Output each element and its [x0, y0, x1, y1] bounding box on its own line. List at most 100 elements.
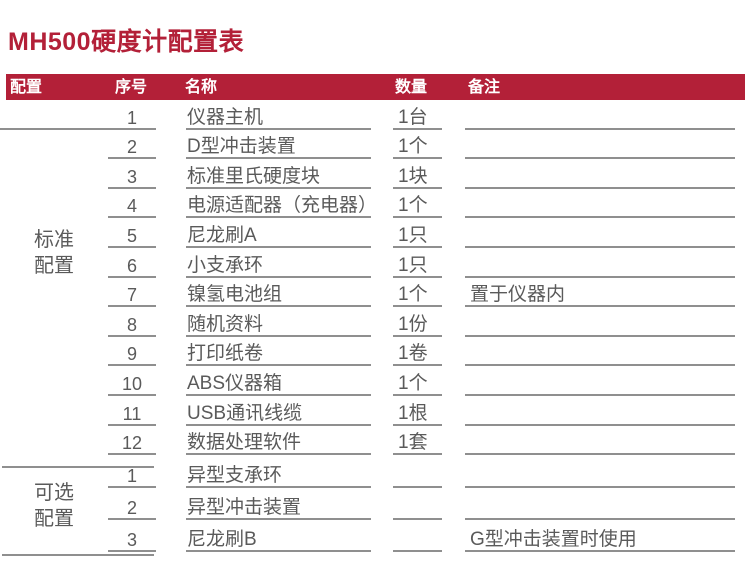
index-cell: 2 — [108, 130, 156, 160]
table-row: 2 异型冲击装置 — [0, 488, 750, 520]
note-cell: G型冲击装置时使用 — [465, 520, 735, 553]
column-gap — [442, 337, 465, 367]
note-cell — [465, 426, 735, 456]
column-gap — [156, 455, 186, 487]
quantity-cell — [393, 520, 442, 553]
quantity-cell — [393, 488, 442, 520]
name-cell: 标准里氏硬度块 — [186, 159, 371, 189]
group-label-standard: 标准 配置 — [34, 229, 74, 277]
column-gap — [156, 366, 186, 396]
name-cell: 异型冲击装置 — [186, 488, 371, 520]
column-gap — [156, 100, 186, 130]
column-gap — [442, 426, 465, 456]
table-row: 11 USB通讯线缆 1根 — [0, 396, 750, 426]
quantity-cell: 1个 — [393, 189, 442, 219]
index-cell: 7 — [108, 278, 156, 308]
config-cell — [0, 130, 108, 160]
config-cell — [0, 159, 108, 189]
group-divider-line — [2, 466, 154, 468]
column-gap — [442, 366, 465, 396]
index-cell: 6 — [108, 248, 156, 278]
column-gap — [156, 488, 186, 520]
table-row: 8 随机资料 1份 — [0, 307, 750, 337]
index-cell: 1 — [108, 100, 156, 130]
index-cell: 12 — [108, 426, 156, 456]
name-cell: 随机资料 — [186, 307, 371, 337]
table-bottom-line — [2, 554, 154, 556]
column-gap — [442, 159, 465, 189]
column-gap — [156, 307, 186, 337]
column-gap — [371, 189, 393, 219]
quantity-cell: 1根 — [393, 396, 442, 426]
page-title: MH500硬度计配置表 — [8, 28, 245, 56]
column-gap — [156, 278, 186, 308]
note-cell — [465, 189, 735, 219]
name-cell: 仪器主机 — [186, 100, 371, 130]
note-cell — [465, 218, 735, 248]
config-cell — [0, 278, 108, 308]
name-cell: ABS仪器箱 — [186, 366, 371, 396]
config-cell — [0, 366, 108, 396]
table-row: 5 尼龙刷A 1只 — [0, 218, 750, 248]
note-cell — [465, 396, 735, 426]
column-header-config: 配置 — [10, 79, 43, 96]
index-cell: 3 — [108, 159, 156, 189]
index-cell: 9 — [108, 337, 156, 367]
note-cell — [465, 307, 735, 337]
index-cell: 2 — [108, 488, 156, 520]
note-cell — [465, 159, 735, 189]
note-cell — [465, 100, 735, 130]
column-gap — [442, 488, 465, 520]
name-cell: D型冲击装置 — [186, 130, 371, 160]
index-cell: 8 — [108, 307, 156, 337]
table-row: 6 小支承环 1只 — [0, 248, 750, 278]
name-cell: 小支承环 — [186, 248, 371, 278]
name-cell: 打印纸卷 — [186, 337, 371, 367]
quantity-cell: 1个 — [393, 278, 442, 308]
column-header-quantity: 数量 — [395, 79, 428, 96]
column-gap — [371, 278, 393, 308]
column-gap — [442, 218, 465, 248]
config-cell — [0, 307, 108, 337]
note-cell — [465, 366, 735, 396]
column-gap — [371, 366, 393, 396]
note-cell — [465, 130, 735, 160]
column-gap — [442, 130, 465, 160]
name-cell: 异型支承环 — [186, 455, 371, 488]
table-row: 10 ABS仪器箱 1个 — [0, 366, 750, 396]
quantity-cell: 1份 — [393, 307, 442, 337]
name-cell: 镍氢电池组 — [186, 278, 371, 308]
index-cell: 11 — [108, 396, 156, 426]
column-gap — [371, 218, 393, 248]
column-gap — [156, 248, 186, 278]
column-gap — [371, 130, 393, 160]
column-gap — [371, 248, 393, 278]
index-cell: 5 — [108, 218, 156, 248]
config-cell — [0, 426, 108, 456]
column-gap — [156, 189, 186, 219]
column-gap — [156, 218, 186, 248]
config-cell — [0, 100, 108, 130]
column-header-name: 名称 — [185, 79, 218, 96]
group-label-optional: 可选 配置 — [34, 482, 74, 530]
column-gap — [442, 189, 465, 219]
table-row: 1 异型支承环 — [0, 455, 750, 488]
column-gap — [156, 520, 186, 552]
column-gap — [371, 488, 393, 520]
column-gap — [371, 307, 393, 337]
column-gap — [156, 396, 186, 426]
column-gap — [442, 100, 465, 130]
name-cell: 数据处理软件 — [186, 426, 371, 456]
index-cell: 1 — [108, 455, 156, 488]
table-body: 标准 配置 可选 配置 1 仪器主机 1台 2 D型冲击装置 1个 3 标准里氏硬度块 1块 4 电… — [0, 100, 750, 556]
column-gap — [156, 130, 186, 160]
table-row: 12 数据处理软件 1套 — [0, 426, 750, 456]
column-gap — [442, 248, 465, 278]
column-gap — [442, 307, 465, 337]
note-cell — [465, 488, 735, 520]
table-row: 1 仪器主机 1台 — [0, 100, 750, 130]
index-cell: 10 — [108, 366, 156, 396]
column-gap — [371, 426, 393, 456]
config-cell — [0, 337, 108, 367]
